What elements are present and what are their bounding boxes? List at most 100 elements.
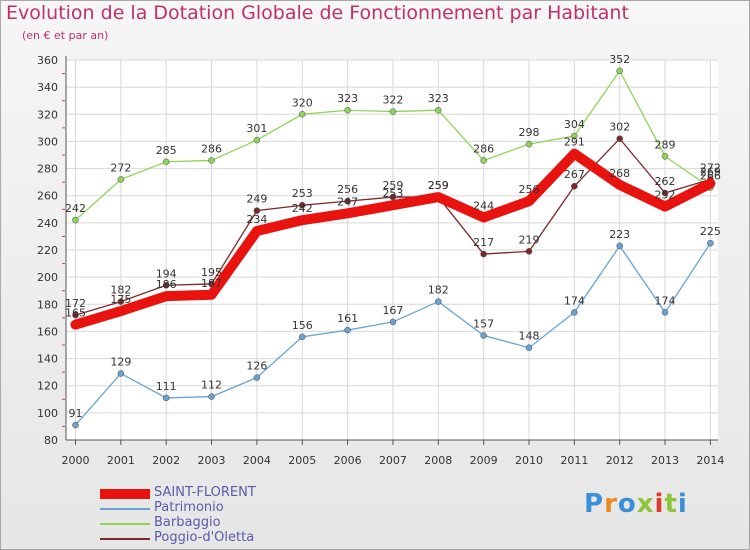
x-tick-label: 2014 <box>696 454 724 467</box>
data-label: 259 <box>428 179 449 192</box>
data-point <box>480 332 487 339</box>
data-label: 272 <box>110 161 131 174</box>
data-label: 286 <box>201 142 222 155</box>
data-label: 323 <box>428 92 449 105</box>
data-point <box>344 326 351 334</box>
data-label: 267 <box>564 168 585 181</box>
data-point <box>117 370 125 377</box>
data-label: 298 <box>519 126 540 139</box>
x-tick-label: 2009 <box>470 454 498 467</box>
data-point <box>162 394 170 402</box>
data-label: 291 <box>564 136 585 149</box>
legend-label: SAINT-FLORENT <box>154 485 256 500</box>
data-label: 182 <box>110 284 131 297</box>
data-point <box>72 311 79 319</box>
data-label: 186 <box>156 278 177 291</box>
data-label: 247 <box>337 195 358 208</box>
legend-label: Barbaggio <box>154 515 221 530</box>
data-point <box>525 344 533 351</box>
data-label: 172 <box>65 297 86 310</box>
chart-title: Evolution de la Dotation Globale de Fonc… <box>6 2 629 24</box>
x-tick-label: 2013 <box>651 454 679 467</box>
data-point <box>389 108 397 115</box>
data-point <box>571 132 578 140</box>
data-point <box>344 106 351 114</box>
data-label: 129 <box>110 356 131 369</box>
data-label: 262 <box>655 175 676 188</box>
data-label: 175 <box>110 293 131 306</box>
data-point <box>72 216 79 224</box>
x-tick-label: 2004 <box>243 454 271 467</box>
y-tick-label: 260 <box>37 190 58 203</box>
data-label: 266 <box>700 170 721 183</box>
legend-swatch <box>100 538 150 540</box>
y-tick-label: 160 <box>37 325 58 338</box>
data-label: 253 <box>292 187 313 200</box>
data-label: 259 <box>382 179 403 192</box>
x-tick-label: 2006 <box>334 454 362 467</box>
y-tick-label: 120 <box>37 380 58 393</box>
y-tick-label: 340 <box>37 81 58 94</box>
data-label: 174 <box>564 294 585 307</box>
data-point <box>344 197 351 205</box>
data-point <box>162 282 170 289</box>
data-point <box>661 153 669 160</box>
logo-letter: i <box>654 489 665 519</box>
data-label: 323 <box>337 92 358 105</box>
data-label: 352 <box>609 53 630 66</box>
y-tick-label: 320 <box>37 108 58 121</box>
data-label: 256 <box>337 183 358 196</box>
data-label: 286 <box>473 142 494 155</box>
data-point <box>525 140 533 148</box>
data-point <box>208 393 215 400</box>
data-label: 111 <box>156 380 177 393</box>
y-tick-label: 80 <box>44 434 58 447</box>
data-label: 320 <box>292 96 313 109</box>
data-label: 187 <box>201 277 222 290</box>
data-point <box>571 182 578 190</box>
y-tick-label: 200 <box>37 271 58 284</box>
data-point <box>72 421 79 429</box>
data-label: 242 <box>292 202 313 215</box>
data-label: 244 <box>473 199 494 212</box>
data-point <box>253 374 261 381</box>
data-label: 304 <box>564 118 585 131</box>
logo-letter: x <box>636 489 655 519</box>
data-point <box>299 201 306 209</box>
data-label: 259 <box>428 179 449 192</box>
data-label: 161 <box>337 312 358 325</box>
data-label: 148 <box>519 330 540 343</box>
data-point <box>616 135 623 142</box>
data-point <box>616 67 623 75</box>
logo-letter: i <box>677 489 688 519</box>
data-point <box>435 106 442 114</box>
data-label: 195 <box>201 266 222 279</box>
x-tick-label: 2001 <box>107 454 135 467</box>
data-label: 112 <box>201 379 222 392</box>
data-label: 217 <box>473 236 494 249</box>
data-label: 242 <box>65 202 86 215</box>
data-point <box>253 207 261 214</box>
y-tick-label: 140 <box>37 353 58 366</box>
data-point <box>707 239 714 247</box>
legend-label: Poggio-d'Oletta <box>154 530 255 545</box>
data-point <box>299 333 306 341</box>
data-point <box>435 298 442 305</box>
data-label: 302 <box>609 121 630 134</box>
x-tick-label: 2007 <box>379 454 407 467</box>
series-line-saint-florent <box>70 148 716 330</box>
data-label: 225 <box>700 225 721 238</box>
logo-letter: P <box>584 489 605 519</box>
data-label: 165 <box>65 307 86 320</box>
data-point <box>208 157 215 164</box>
data-label: 269 <box>700 166 721 179</box>
data-label: 252 <box>655 189 676 202</box>
data-point <box>389 193 397 201</box>
data-point <box>525 248 533 255</box>
data-point <box>117 298 125 305</box>
data-point <box>616 242 623 250</box>
y-tick-label: 360 <box>37 54 58 67</box>
data-point <box>480 157 487 164</box>
data-label: 256 <box>519 183 540 196</box>
